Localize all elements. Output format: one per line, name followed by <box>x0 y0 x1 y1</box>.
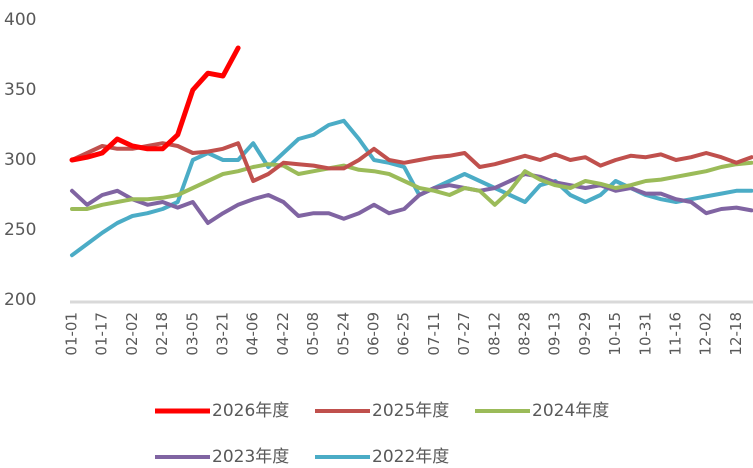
x-tick-label: 04-06 <box>244 312 262 356</box>
x-tick-label: 01-17 <box>93 312 111 356</box>
y-tick-label: 250 <box>4 220 36 240</box>
x-tick-label: 08-12 <box>485 312 503 356</box>
y-tick-label: 300 <box>4 150 36 170</box>
x-tick-label: 03-05 <box>183 312 201 356</box>
y-tick-label: 200 <box>4 290 36 310</box>
x-tick-label: 09-13 <box>546 312 564 356</box>
x-tick-label: 07-11 <box>425 312 443 356</box>
x-tick-label: 05-24 <box>334 312 352 356</box>
x-tick-label: 11-16 <box>667 312 685 356</box>
x-tick-label: 10-15 <box>606 312 624 356</box>
y-tick-label: 400 <box>4 10 36 30</box>
x-tick-label: 06-25 <box>395 312 413 356</box>
series-line <box>69 45 241 163</box>
x-tick-label: 12-18 <box>727 312 745 356</box>
x-tick-label: 06-09 <box>365 312 383 356</box>
x-tick-label: 07-27 <box>455 312 473 356</box>
legend-label: 2024年度 <box>532 401 609 421</box>
x-tick-label: 09-29 <box>576 312 594 356</box>
y-tick-label: 350 <box>4 80 36 100</box>
legend-label: 2026年度 <box>212 401 289 421</box>
series-line <box>70 141 753 183</box>
x-tick-label: 01-01 <box>63 312 81 356</box>
x-tick-label: 08-28 <box>516 312 534 356</box>
x-tick-label: 05-08 <box>304 312 322 356</box>
x-tick-label: 04-22 <box>274 312 292 356</box>
series-line <box>70 160 753 211</box>
x-tick-label: 02-02 <box>123 312 141 356</box>
legend-label: 2023年度 <box>212 447 289 467</box>
x-tick-label: 02-18 <box>153 312 171 356</box>
legend-label: 2022年度 <box>372 447 449 467</box>
x-tick-label: 10-31 <box>636 312 654 356</box>
x-tick-label: 12-02 <box>697 312 715 356</box>
x-tick-label: 03-21 <box>214 312 232 356</box>
series-line <box>70 172 753 225</box>
legend-label: 2025年度 <box>372 401 449 421</box>
